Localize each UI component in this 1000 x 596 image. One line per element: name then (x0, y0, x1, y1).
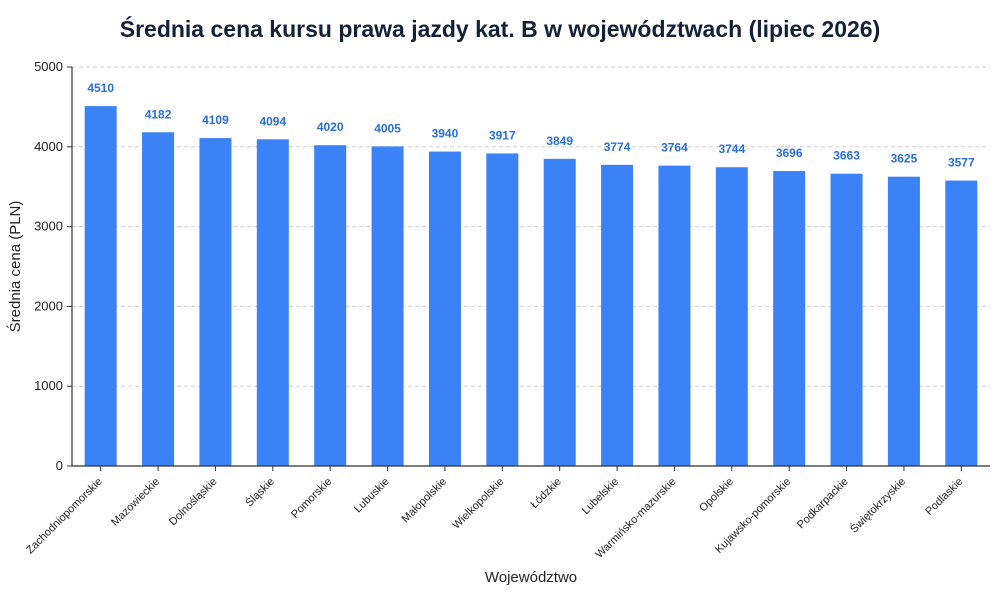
data-label: 4094 (259, 114, 286, 128)
data-label: 3774 (604, 140, 631, 154)
x-tick-label: Podlaskie (923, 476, 965, 518)
data-label: 3917 (489, 128, 516, 142)
x-tick-label: Lubelskie (580, 476, 621, 517)
y-tick-label: 4000 (34, 139, 63, 154)
bar (658, 165, 691, 466)
x-tick-label: Wielkopolskie (450, 476, 506, 532)
x-tick-label: Lubuskie (352, 476, 392, 516)
y-tick-label: 5000 (34, 59, 63, 74)
x-tick-label: Mazowieckie (109, 476, 162, 529)
data-label: 3696 (776, 146, 803, 160)
bar (715, 167, 748, 466)
y-tick-label: 1000 (34, 378, 63, 393)
bar (428, 151, 461, 466)
data-label: 3940 (432, 127, 459, 141)
x-axis-title: Województwo (485, 569, 577, 586)
bar (142, 132, 175, 466)
y-tick-label: 0 (56, 458, 63, 473)
data-label: 3577 (948, 156, 975, 170)
data-label: 4005 (374, 121, 401, 135)
y-tick-label: 3000 (34, 219, 63, 234)
x-tick-label: Małopolskie (399, 476, 449, 526)
bar (543, 158, 576, 466)
x-tick-label: Podkarpackie (795, 476, 851, 532)
data-label: 4020 (317, 120, 344, 134)
data-label: 4182 (145, 107, 172, 121)
x-tick-label: Śląskie (243, 475, 277, 509)
x-tick-label: Zachodniopomorskie (24, 476, 105, 557)
data-label: 3625 (891, 152, 918, 166)
x-tick-label: Łódzkie (529, 476, 564, 511)
chart-title: Średnia cena kursu prawa jazdy kat. B w … (119, 16, 881, 42)
bar (773, 171, 806, 466)
data-label: 3663 (833, 149, 860, 163)
bar (887, 176, 920, 466)
data-label: 3744 (718, 142, 745, 156)
y-tick-label: 2000 (34, 298, 63, 313)
bar (84, 106, 117, 467)
data-label: 4510 (87, 81, 114, 95)
y-axis-title: Średnia cena (PLN) (6, 201, 24, 333)
bar (256, 139, 289, 466)
bar (486, 153, 519, 466)
bar (371, 146, 404, 466)
x-tick-label: Pomorskie (289, 476, 334, 521)
bar (601, 164, 634, 467)
bar (945, 180, 978, 466)
data-label: 4109 (202, 113, 229, 127)
bar (314, 145, 347, 467)
bar (830, 173, 863, 466)
bar (199, 138, 232, 466)
x-tick-label: Opolskie (697, 476, 736, 515)
x-tick-label: Świętokrzyskie (847, 475, 908, 536)
data-label: 3764 (661, 141, 688, 155)
data-label: 3849 (546, 134, 573, 148)
x-tick-label: Dolnośląskie (167, 476, 220, 529)
